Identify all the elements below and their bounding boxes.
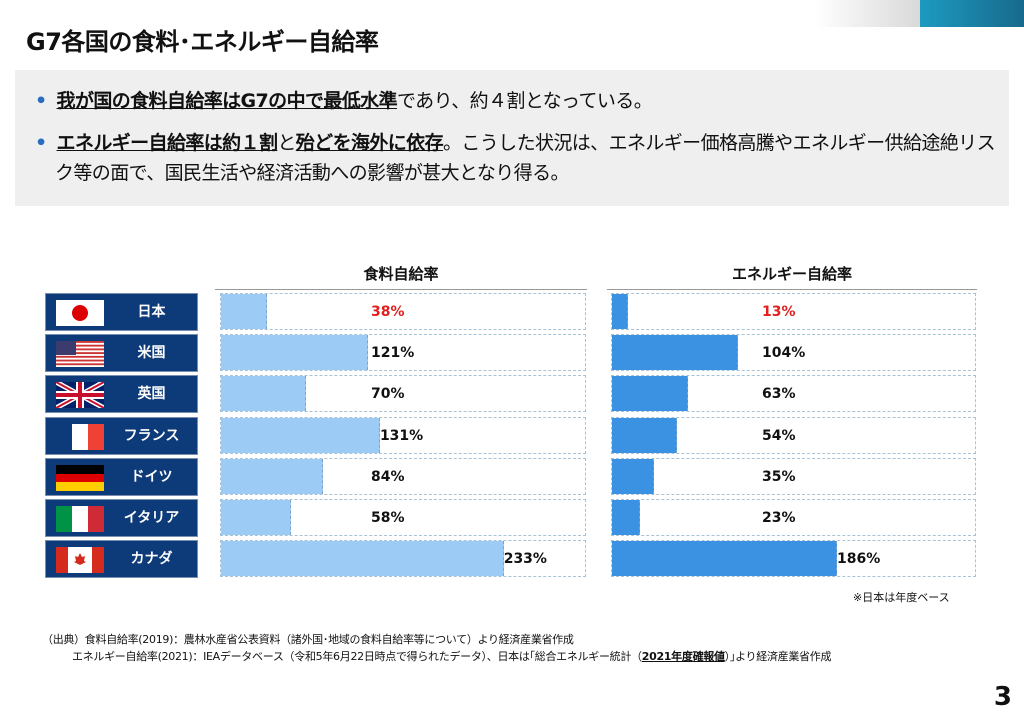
energy-bar — [612, 458, 655, 494]
energy-value-label: 54% — [762, 427, 796, 444]
energy-bar — [612, 376, 689, 412]
country-label: フランス — [45, 416, 198, 455]
fr-flag-icon — [56, 423, 104, 450]
food-bar — [221, 294, 268, 329]
summary-box: • 我が国の食料自給率はG7の中で最低水準であり、約４割となっている。 • エネルギ… — [15, 70, 1009, 206]
table-row: イタリア 58% 23% — [0, 499, 1024, 537]
food-bar-track: 233% — [220, 540, 586, 578]
food-bar — [221, 458, 323, 494]
source-line-2: エネルギー自給率(2021)：IEAデータベース（令和5年6月22日時点で得られ… — [72, 650, 832, 663]
country-name: 英国 — [137, 386, 166, 403]
us-flag-icon — [56, 341, 104, 368]
food-bar — [221, 376, 306, 412]
energy-value-label: 13% — [762, 304, 796, 320]
uk-flag-icon — [56, 382, 104, 409]
energy-bar — [612, 294, 628, 329]
header-decoration-accent — [920, 0, 1024, 27]
food-bar — [221, 500, 292, 535]
energy-bar-track: 13% — [611, 293, 976, 330]
table-row: フランス 131% 54% — [0, 416, 1024, 455]
country-name: イタリア — [123, 510, 180, 526]
energy-bar-track: 54% — [611, 416, 976, 454]
food-bar — [221, 541, 504, 577]
food-bar-track: 58% — [220, 499, 586, 536]
energy-value-label: 104% — [762, 345, 806, 362]
table-row: カナダ 233% 186% — [0, 540, 1024, 579]
energy-bar — [612, 417, 678, 453]
energy-value-label: 23% — [762, 510, 796, 526]
country-label: イタリア — [45, 499, 198, 537]
country-name: カナダ — [130, 551, 173, 568]
country-label: 米国 — [45, 334, 198, 373]
food-value-label: 38% — [371, 304, 405, 320]
energy-value-label: 186% — [837, 551, 881, 568]
page-title: G7各国の食料･エネルギー自給率 — [26, 28, 379, 56]
energy-bar-track: 104% — [611, 334, 976, 372]
food-value-label: 70% — [371, 386, 405, 403]
food-bar-track: 38% — [220, 293, 586, 330]
de-flag-icon — [56, 464, 104, 491]
food-bar — [221, 335, 368, 371]
energy-bar — [612, 335, 738, 371]
country-label: カナダ — [45, 540, 198, 579]
country-name: フランス — [123, 427, 180, 444]
food-bar-track: 84% — [220, 457, 586, 495]
country-name: 日本 — [137, 304, 166, 320]
table-row: 日本 38% 13% — [0, 293, 1024, 331]
bullet-food: • 我が国の食料自給率はG7の中で最低水準であり、約４割となっている。 — [35, 90, 653, 112]
table-row: 米国 121% 104% — [0, 334, 1024, 373]
food-bar-track: 131% — [220, 416, 586, 454]
header-decoration — [815, 0, 920, 27]
country-label: ドイツ — [45, 457, 198, 496]
country-label: 日本 — [45, 293, 198, 331]
energy-bar-track: 186% — [611, 540, 976, 578]
bullet-energy: • エネルギー自給率は約１割と殆どを海外に依存。こうした状況は、エネルギー価格高騰… — [35, 132, 996, 184]
food-value-label: 131% — [379, 427, 424, 444]
table-row: 英国 70% 63% — [0, 375, 1024, 414]
food-chart-title: 食料自給率 — [215, 263, 587, 290]
energy-bar-track: 63% — [611, 375, 976, 413]
it-flag-icon — [56, 506, 104, 532]
ca-flag-icon — [56, 547, 104, 574]
energy-bar-track: 23% — [611, 499, 976, 536]
food-value-label: 233% — [503, 551, 547, 568]
food-value-label: 121% — [371, 345, 415, 362]
country-label: 英国 — [45, 375, 198, 414]
food-bar — [221, 417, 380, 453]
country-name: ドイツ — [130, 468, 173, 485]
country-name: 米国 — [137, 345, 166, 362]
food-value-label: 84% — [371, 468, 405, 485]
energy-bar — [612, 541, 838, 577]
source-line-1: （出典）食料自給率(2019)：農林水産省公表資料（諸外国･地域の食料自給率等に… — [42, 633, 574, 646]
footnote: ※日本は年度ベース — [853, 591, 950, 604]
energy-bar — [612, 500, 640, 535]
food-value-label: 58% — [371, 510, 405, 526]
jp-flag-icon — [56, 300, 104, 326]
food-bar-track: 70% — [220, 375, 586, 413]
food-bar-track: 121% — [220, 334, 586, 372]
energy-value-label: 35% — [762, 468, 796, 485]
energy-chart-title: エネルギー自給率 — [607, 263, 977, 290]
energy-value-label: 63% — [762, 386, 796, 403]
table-row: ドイツ 84% 35% — [0, 457, 1024, 496]
energy-bar-track: 35% — [611, 457, 976, 495]
page-number: 3 — [993, 682, 1012, 712]
